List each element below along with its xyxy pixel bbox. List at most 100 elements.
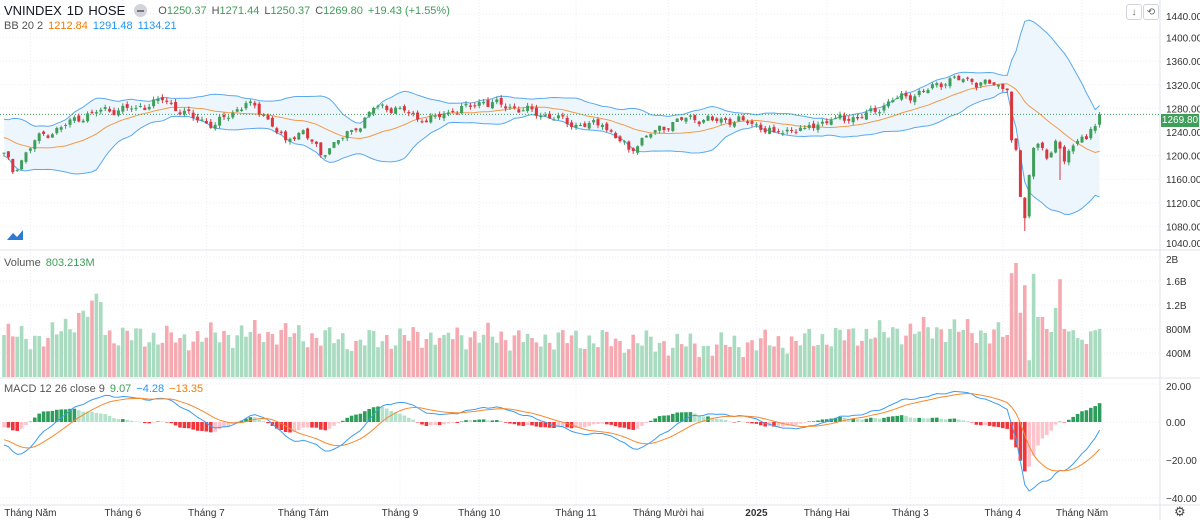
macd-legend[interactable]: MACD 12 26 close 9 9.07 −4.28 −13.35 (4, 383, 203, 395)
volume-legend[interactable]: Volume 803.213M (4, 257, 95, 269)
candle-down (790, 129, 794, 131)
volume-bar (398, 328, 402, 377)
volume-bar (244, 336, 248, 377)
volume-bar (904, 335, 908, 377)
macd-hist-bar (640, 422, 644, 426)
macd-hist-bar (407, 417, 411, 422)
volume-bar (253, 320, 257, 377)
volume-bar (433, 344, 437, 377)
interval[interactable]: 1D (66, 3, 84, 18)
macd-hist-bar (499, 421, 503, 422)
candle-down (6, 151, 10, 158)
candle-down (1084, 136, 1088, 140)
candle-up (433, 115, 437, 117)
candle-down (860, 117, 864, 119)
candle-up (1076, 140, 1080, 144)
macd-hist-bar (710, 417, 715, 422)
macd-hist-bar (895, 415, 899, 422)
volume-bar (468, 337, 473, 377)
time-tick-label: Tháng Mười hai (633, 508, 704, 519)
volume-bar (913, 333, 917, 377)
last-price-tag: 1269.80 (1161, 114, 1199, 127)
candle-up (94, 112, 98, 114)
volume-bar (261, 341, 266, 377)
candle-up (556, 115, 560, 119)
volume-bar (957, 331, 961, 377)
scroll-to-latest-button[interactable]: ↓ (1126, 4, 1142, 20)
volume-bar (886, 337, 891, 377)
macd-hist-bar (11, 422, 15, 431)
candle-down (178, 112, 182, 115)
macd-hist-bar (217, 422, 222, 430)
candle-up (592, 120, 596, 123)
candle-up (917, 90, 921, 95)
volume-bar (6, 323, 11, 377)
candle-down (1040, 142, 1044, 148)
macd-hist-bar (833, 417, 838, 422)
macd-hist-bar (970, 422, 974, 423)
bb-upper: 1291.48 (92, 20, 133, 32)
collapse-legend-button[interactable] (134, 4, 148, 17)
macd-hist-bar (1084, 410, 1089, 422)
macd-hist-bar (323, 422, 327, 431)
tradingview-logo-icon[interactable] (6, 228, 24, 242)
volume-bar (979, 330, 983, 377)
reset-chart-button[interactable]: ⟲ (1143, 4, 1159, 20)
candle-up (68, 119, 72, 125)
volume-bar (539, 346, 543, 377)
candle-down (468, 105, 472, 107)
macd-hist-bar (609, 422, 613, 425)
candle-up (526, 105, 530, 111)
time-tick-label: Tháng 11 (555, 508, 597, 519)
macd-hist-bar (376, 406, 380, 422)
volume-bar (1031, 273, 1036, 377)
volume-bar (305, 347, 310, 377)
volume-bar (873, 337, 877, 377)
candle-up (121, 105, 125, 112)
macd-hist-bar (864, 418, 869, 422)
macd-hist-bar (992, 422, 996, 427)
macd-hist-bar (389, 411, 393, 422)
macd-hist-bar (987, 422, 992, 426)
bb-legend[interactable]: BB 20 2 1212.84 1291.48 1134.21 (4, 20, 177, 32)
macd-hist-bar (72, 408, 77, 422)
candle-down (939, 83, 943, 88)
volume-bar (591, 343, 596, 377)
macd-hist-bar (182, 422, 187, 429)
macd-hist-bar (393, 412, 398, 422)
volume-bar (442, 335, 446, 377)
candle-up (244, 103, 248, 109)
volume-bar (759, 338, 763, 377)
volume-bar (728, 346, 732, 377)
candle-down (191, 112, 195, 118)
macd-hist-bar (283, 422, 288, 433)
volume-bar (283, 323, 288, 377)
low-value: 1250.37 (270, 4, 311, 17)
bb-fill (4, 19, 1100, 215)
candle-down (794, 131, 798, 133)
candle-up (869, 108, 873, 112)
macd-hist-bar (728, 421, 732, 423)
macd-hist-bar (904, 415, 908, 422)
macd-hist-bar (754, 422, 759, 424)
macd-hist-bar (996, 422, 1001, 428)
macd-hist-bar (679, 412, 684, 422)
macd-hist-bar (525, 422, 530, 426)
macd-hist-bar (77, 410, 81, 422)
candle-up (816, 124, 820, 130)
candle-down (314, 141, 318, 144)
volume-bar (99, 302, 103, 377)
candle-up (768, 127, 772, 134)
volume-bar (851, 328, 855, 377)
macd-hist-bar (341, 420, 345, 422)
candle-down (160, 97, 164, 101)
volume-bar (275, 344, 279, 377)
macd-hist-bar (424, 422, 429, 426)
candle-up (882, 105, 886, 111)
settings-gear-icon[interactable]: ⚙ (1174, 504, 1186, 519)
macd-hist-bar (310, 422, 314, 428)
candle-up (838, 114, 842, 119)
candle-up (1036, 143, 1040, 148)
macd-hist-bar (688, 412, 693, 422)
